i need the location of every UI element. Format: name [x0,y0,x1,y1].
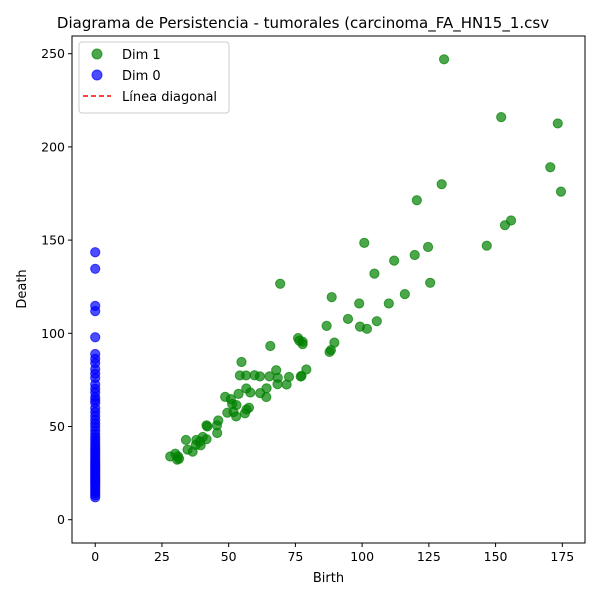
x-tick-label: 175 [550,549,574,564]
dim-1-point [389,255,400,266]
dim-1-point [324,346,335,358]
dim-1-point [552,118,563,129]
dim-1-point [202,421,213,432]
dim-1-point [180,434,192,446]
legend-label-diagonal: Línea diagonal [122,90,217,105]
legend: Dim 1 Dim 0 Línea diagonal [78,41,230,114]
dim-1-point [172,454,183,465]
x-tick-label: 150 [484,549,508,564]
y-tick-label: 150 [41,233,65,248]
dim-0-point [90,492,101,503]
dim-0-point [90,306,101,317]
chart-title: Diagrama de Persistencia - tumorales (ca… [57,14,549,33]
dim-1-point [281,379,292,390]
dim-1-point [239,408,251,419]
legend-label-dim1: Dim 1 [122,48,161,63]
x-tick-label: 100 [350,549,374,564]
dim-1-point [371,316,382,327]
y-tick-label: 200 [41,139,65,154]
dim-1-point [297,339,308,350]
dim-1-point [422,241,434,253]
dim-1-point [399,289,410,300]
x-tick-label: 125 [417,549,441,564]
dim-1-point [187,446,198,457]
dim-1-point [436,179,447,190]
dim-1-point [240,370,252,381]
dim-1-point [409,249,420,261]
dim-1-point [411,195,422,206]
dim-1-point [272,379,283,390]
y-tick-label: 0 [57,512,65,527]
x-axis-label: Birth [313,571,344,586]
dim-0-point [90,247,101,258]
dim-1-point [254,371,266,382]
data-points [90,54,567,503]
dim-1-point [383,298,394,309]
dim-1-point [321,320,332,331]
x-tick-label: 75 [287,549,303,564]
dim-1-point [496,111,507,123]
dim-1-point [369,268,380,279]
y-tick-label: 250 [41,46,65,61]
x-tick-label: 0 [91,549,99,564]
dim-1-point [545,162,556,173]
dim-1-point [438,54,450,65]
dim-1-point [265,340,276,352]
plot-frame [71,35,586,544]
dim-1-point [245,387,256,398]
dim-1-point [236,356,247,368]
dim-1-point [555,186,567,197]
dim-1-point [354,298,365,309]
legend-marker-dim0 [91,69,103,81]
y-axis-label: Death [15,269,30,308]
dim-1-point [233,388,244,399]
dim-1-point [275,278,286,289]
x-tick-label: 25 [154,549,170,564]
dim-1-point [359,237,370,249]
dim-1-point [264,371,275,382]
dim-1-point [481,240,492,251]
dim-1-point [425,277,436,288]
x-tick-label: 50 [221,549,237,564]
dim-1-point [499,220,511,231]
axis-ticks: 0 25 50 75 100 125 150 175 0 50 100 150 200 250 [41,46,574,564]
dim-1-point [261,391,272,403]
y-tick-label: 100 [41,326,65,341]
dim-1-point [212,427,223,439]
legend-marker-dim1 [91,48,103,60]
dim-1-point [231,411,242,422]
dim-0-point [90,263,101,274]
legend-box [78,41,230,114]
dim-1-point [342,313,354,325]
legend-label-dim0: Dim 0 [122,69,161,84]
y-tick-label: 50 [49,419,65,434]
dim-1-point [195,440,206,451]
dim-1-point [295,371,306,382]
dim-0-point [90,332,101,343]
dim-1-point [326,292,337,303]
dim-1-point [361,323,373,334]
